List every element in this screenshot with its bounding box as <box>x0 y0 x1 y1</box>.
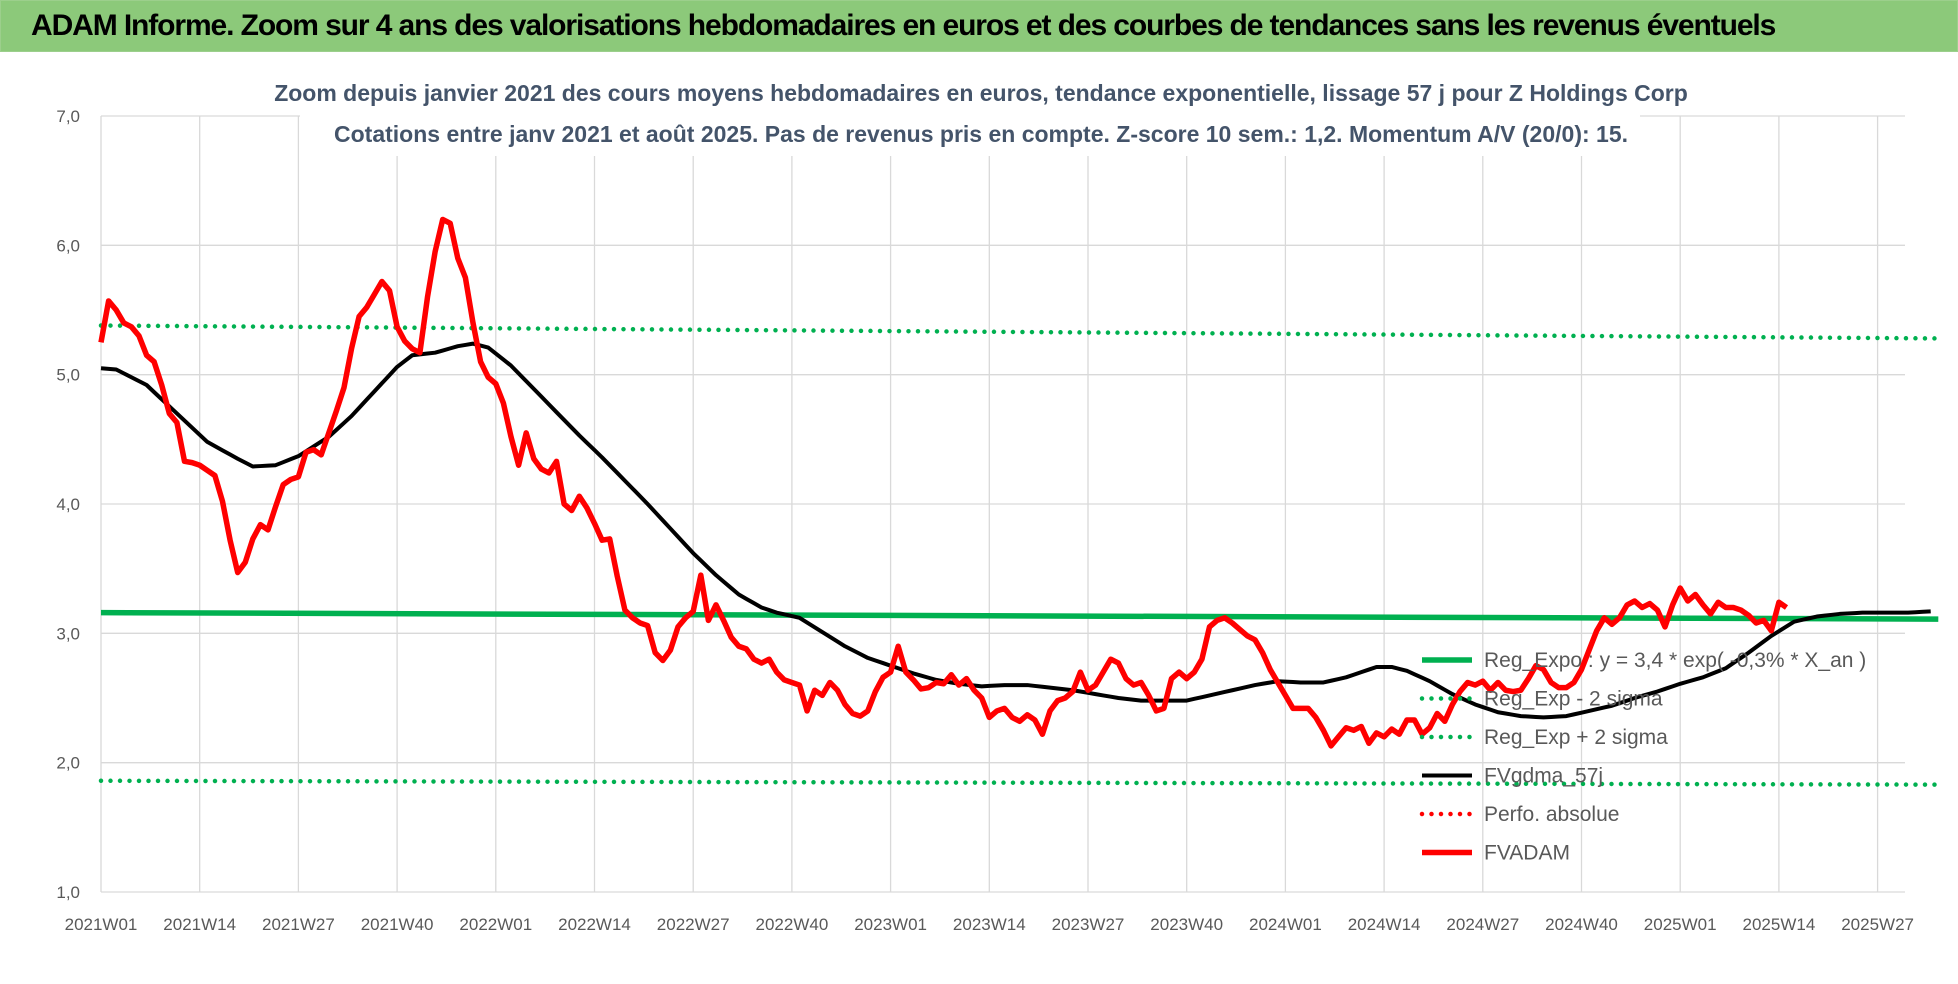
x-tick-label: 2021W40 <box>361 915 434 934</box>
y-tick-label: 4,0 <box>56 495 80 514</box>
y-axis: 1,0 2,0 3,0 4,0 5,0 6,0 7,0 <box>56 107 80 902</box>
gridlines <box>100 115 1905 893</box>
x-axis: 2021W01 2021W14 2021W27 2021W40 2022W01 2022W… <box>65 915 1914 934</box>
legend-label: FVADAM <box>1484 842 1570 865</box>
x-tick-label: 2024W14 <box>1348 915 1421 934</box>
fvadam-line <box>98 216 1789 749</box>
legend-label: Reg_Exp + 2 sigma <box>1484 726 1668 749</box>
legend-label: Reg_Expo : y = 3,4 * exp( -0,3% * X_an ) <box>1484 649 1866 672</box>
y-tick-label: 5,0 <box>56 366 80 385</box>
x-tick-label: 2022W27 <box>657 915 730 934</box>
fvgdma-57j-line <box>100 341 1931 720</box>
x-tick-label: 2022W01 <box>459 915 532 934</box>
legend-label: Reg_Exp - 2 sigma <box>1484 688 1663 711</box>
y-tick-label: 7,0 <box>56 107 80 126</box>
y-tick-label: 1,0 <box>56 883 80 902</box>
x-tick-label: 2022W14 <box>558 915 631 934</box>
legend-label: FVgdma_57j <box>1484 765 1603 788</box>
x-tick-label: 2025W14 <box>1743 915 1816 934</box>
reg-expo-line <box>100 609 1939 622</box>
report-banner: ADAM Informe. Zoom sur 4 ans des valoris… <box>0 0 1958 52</box>
x-tick-label: 2022W40 <box>756 915 829 934</box>
title-background <box>300 84 1640 156</box>
x-tick-label: 2021W01 <box>65 915 138 934</box>
series-lines <box>98 216 1941 787</box>
reg-exp-minus-2sigma-line <box>98 778 1941 787</box>
x-tick-label: 2021W14 <box>163 915 236 934</box>
x-tick-label: 2023W40 <box>1150 915 1223 934</box>
report-title: ADAM Informe. Zoom sur 4 ans des valoris… <box>31 9 1776 42</box>
chart-area: 1,02,03,04,05,06,07,0 2021W01 2021W14 2021… <box>56 80 1941 934</box>
x-tick-label: 2025W01 <box>1644 915 1717 934</box>
y-tick-label: 6,0 <box>56 236 80 255</box>
y-tick-label: 2,0 <box>56 754 80 773</box>
legend: Reg_Expo : y = 3,4 * exp( -0,3% * X_an )… <box>1419 649 1866 865</box>
chart-title: Zoom depuis janvier 2021 des cours moyen… <box>274 80 1688 106</box>
chart-subtitle: Cotations entre janv 2021 et août 2025. … <box>334 121 1628 147</box>
x-tick-label: 2024W01 <box>1249 915 1322 934</box>
reg-exp-plus-2sigma-line <box>98 323 1941 341</box>
x-tick-label: 2023W01 <box>854 915 927 934</box>
x-tick-label: 2023W27 <box>1052 915 1125 934</box>
legend-label: Perfo. absolue <box>1484 803 1619 826</box>
x-tick-label: 2024W40 <box>1545 915 1618 934</box>
y-tick-label: 3,0 <box>56 624 80 643</box>
x-tick-label: 2024W27 <box>1446 915 1519 934</box>
x-tick-label: 2021W27 <box>262 915 335 934</box>
x-tick-label: 2023W14 <box>953 915 1026 934</box>
x-tick-label: 2025W27 <box>1841 915 1914 934</box>
